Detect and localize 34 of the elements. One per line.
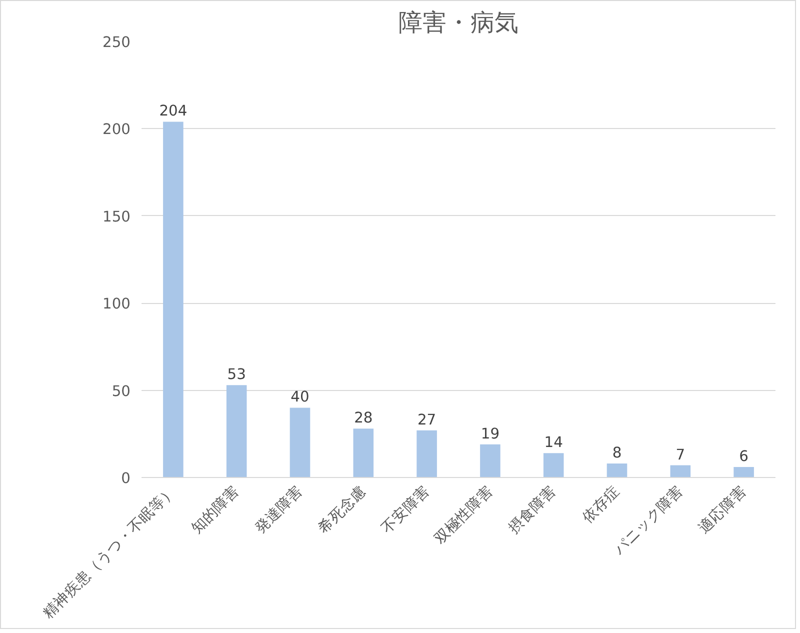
x-tick-label: 双極性障害 — [431, 482, 496, 548]
y-tick-label: 250 — [102, 34, 131, 51]
data-label: 8 — [612, 444, 622, 462]
bar — [480, 444, 500, 478]
bar — [163, 122, 184, 478]
y-tick-label: 200 — [102, 121, 131, 138]
data-label: 204 — [159, 102, 188, 120]
y-tick-label: 150 — [102, 208, 131, 226]
chart-title: 障害・病気 — [398, 8, 518, 36]
x-tick-label: 不安障害 — [378, 482, 433, 537]
data-label: 40 — [290, 388, 310, 406]
x-tick-label: 知的障害 — [188, 482, 243, 537]
data-label: 27 — [417, 411, 436, 428]
bar — [543, 453, 564, 478]
bar — [290, 408, 310, 478]
bar — [226, 385, 247, 478]
x-tick-label: 摂食障害 — [505, 482, 560, 537]
data-label: 7 — [676, 446, 686, 464]
bar — [734, 467, 754, 478]
data-label: 6 — [739, 448, 748, 466]
y-tick-label: 100 — [102, 296, 131, 313]
bar — [606, 464, 628, 478]
data-label: 28 — [354, 410, 373, 427]
bar — [416, 430, 437, 478]
x-tick-label: 依存症 — [579, 482, 624, 526]
data-label: 53 — [227, 366, 246, 384]
x-tick-label: 適応障害 — [695, 482, 750, 537]
data-label: 14 — [544, 434, 563, 452]
bar — [353, 428, 374, 478]
data-label: 19 — [480, 425, 500, 442]
bar — [670, 465, 691, 478]
x-tick-label: 希死念慮 — [314, 482, 370, 537]
y-tick-label: 50 — [112, 382, 131, 400]
x-tick-label: 発達障害 — [252, 482, 306, 537]
